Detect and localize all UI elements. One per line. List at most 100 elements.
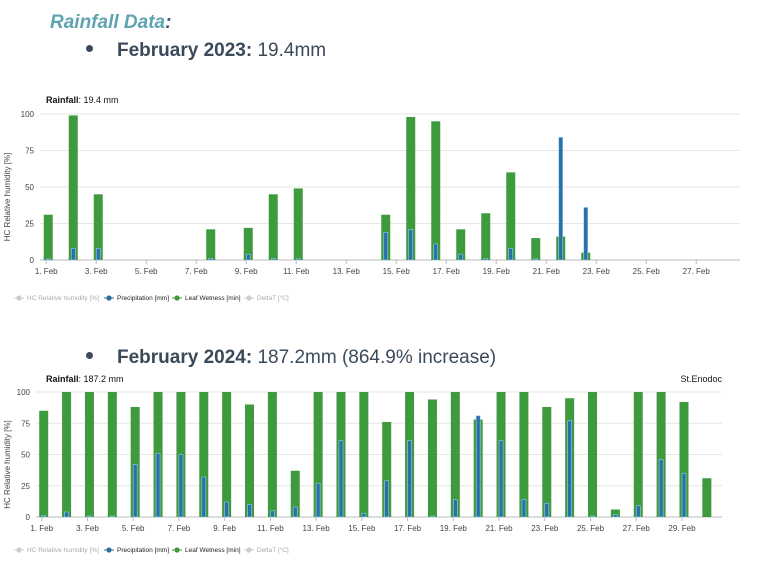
precipitation-bar [384,480,390,518]
leaf-wetness-bar [610,509,620,517]
x-tick-label: 1. Feb [30,524,53,533]
x-tick-label: 21. Feb [485,524,513,533]
legend-marker [246,547,252,553]
precipitation-bar [45,258,51,261]
leaf-wetness-bar [93,194,103,260]
y-tick-label: 50 [21,451,30,460]
bullet-feb-2024: February 2024: 187.2mm (864.9% increase) [86,347,496,369]
y-tick-label: 75 [21,419,30,428]
precipitation-bar [208,258,214,261]
x-tick-label: 3. Feb [76,524,99,533]
leaf-wetness-bar [84,392,94,517]
leaf-wetness-bar [245,404,255,517]
precipitation-bar [95,248,101,261]
chart-title-value: : 187.2 mm [79,374,124,384]
legend-label: Precipitation [mm] [117,295,169,302]
leaf-wetness-bar [406,116,416,260]
legend-marker [246,295,252,301]
precipitation-bar [430,515,435,518]
precipitation-bar [408,229,414,261]
leaf-wetness-bar [267,392,277,517]
leaf-wetness-bar [633,392,643,517]
bullet-feb-2023: February 2023: 19.4mm [86,40,326,62]
x-tick-label: 23. Feb [583,267,611,276]
leaf-wetness-bar [588,392,598,517]
y-axis-label: HC Relative humidity [%] [3,420,12,508]
leaf-wetness-bar [456,229,466,260]
legend-marker [16,295,22,301]
precipitation-bar [338,440,344,518]
rainfall-chart-2023: Rainfall: 19.4 mm 0 25 50 75 100 HC Relative h… [3,95,740,302]
precipitation-bar [558,137,564,261]
leaf-wetness-bar [542,407,552,517]
x-tick-label: 3. Feb [85,267,108,276]
x-tick-label: 17. Feb [394,524,422,533]
leaf-wetness-bar [293,188,303,260]
y-tick-label: 75 [25,147,34,156]
precipitation-bar [87,515,92,518]
leaf-wetness-bar [39,410,49,517]
y-tick-label: 50 [25,183,34,192]
precipitation-bar [583,207,589,261]
legend-label: HC Relative humidity [%] [27,295,99,302]
x-tick-label: 25. Feb [577,524,605,533]
precipitation-bar [533,258,539,261]
precipitation-bar [567,420,572,518]
leaf-wetness-bar [450,392,460,517]
precipitation-bar [292,506,298,518]
site-name: St.Enodoc [680,374,722,384]
leaf-wetness-bar [506,172,516,260]
precipitation-bar [658,459,664,518]
leaf-wetness-bar [313,392,323,517]
precipitation-bar [295,258,301,261]
x-tick-label: 1. Feb [35,267,58,276]
x-tick-label: 5. Feb [122,524,145,533]
precipitation-bar [132,464,138,518]
precipitation-bar [433,243,439,261]
x-tick-label: 13. Feb [333,267,361,276]
legend-label: Leaf Wetness [min] [185,547,241,554]
legend-marker [16,547,22,553]
x-tick-label: 27. Feb [623,524,651,533]
precipitation-bar [155,452,161,518]
precipitation-bar [458,253,464,261]
leaf-wetness-bar [43,214,53,260]
x-tick-label: 23. Feb [531,524,559,533]
precipitation-bar [498,440,504,518]
x-tick-label: 19. Feb [483,267,511,276]
chart-title-value: : 19.4 mm [79,95,119,105]
precipitation-bar [70,248,76,261]
precipitation-bar [178,454,184,518]
y-tick-label: 25 [21,482,30,491]
x-tick-label: 29. Feb [668,524,696,533]
precipitation-bar [521,499,527,518]
precipitation-bar [224,501,229,518]
precipitation-bar [681,472,687,518]
legend-marker [174,547,180,553]
x-tick-label: 19. Feb [440,524,468,533]
y-tick-label: 100 [21,110,35,119]
leaf-wetness-bar [199,392,209,517]
precipitation-bar [245,253,251,261]
precipitation-bar [110,515,115,518]
precipitation-bar [247,504,252,518]
leaf-wetness-bar [68,115,78,261]
legend-label: HC Relative humidity [%] [27,547,99,554]
leaf-wetness-bar [382,422,392,517]
chart-title-label: Rainfall [46,95,79,105]
legend-label: DeltaT [°C] [257,294,289,302]
x-tick-label: 15. Feb [348,524,376,533]
legend-marker [106,295,112,301]
leaf-wetness-bar [431,121,441,260]
legend-label: Leaf Wetness [min] [185,295,241,302]
x-tick-label: 11. Feb [283,267,310,276]
y-tick-label: 25 [25,220,34,229]
leaf-wetness-bar [481,213,491,260]
precipitation-bar [41,515,47,518]
x-tick-label: 11. Feb [257,524,284,533]
leaf-wetness-bar [519,392,529,517]
legend-label: DeltaT [°C] [257,546,289,554]
leaf-wetness-bar [359,392,369,517]
x-tick-label: 5. Feb [135,267,158,276]
precipitation-bar [483,258,489,261]
